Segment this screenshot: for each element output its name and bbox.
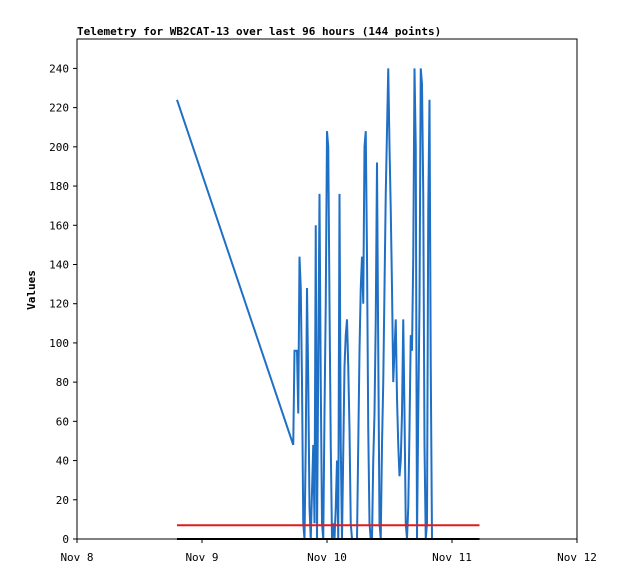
y-tick-label: 220 (49, 102, 69, 115)
y-tick-label: 240 (49, 62, 69, 75)
y-tick-label: 60 (56, 415, 69, 428)
y-tick-label: 160 (49, 219, 69, 232)
y-tick-label: 40 (56, 455, 69, 468)
y-tick-label: 0 (62, 533, 69, 546)
y-tick-label: 120 (49, 298, 69, 311)
y-axis-ticks: 0 20 40 60 80 100 120 140 160 180 200 220 240 (49, 62, 77, 546)
plot-area-frame (76, 38, 578, 540)
y-tick-label: 180 (49, 180, 69, 193)
y-tick-label: 20 (56, 494, 69, 507)
series-line-0 (176, 68, 435, 540)
y-tick-label: 80 (56, 376, 69, 389)
series-layer (176, 68, 480, 540)
x-tick-label: Nov 12 (557, 551, 597, 564)
x-tick-label: Nov 11 (432, 551, 472, 564)
y-axis-label: Values (25, 270, 38, 310)
y-tick-label: 200 (49, 141, 69, 154)
x-tick-label: Nov 10 (307, 551, 347, 564)
x-tick-label: Nov 9 (185, 551, 218, 564)
x-axis-ticks: Nov 8 Nov 9 Nov 10 Nov 11 Nov 12 (60, 539, 597, 564)
y-tick-label: 140 (49, 258, 69, 271)
y-tick-label: 100 (49, 337, 69, 350)
chart-title: Telemetry for WB2CAT-13 over last 96 hou… (77, 25, 441, 38)
x-tick-label: Nov 8 (60, 551, 93, 564)
